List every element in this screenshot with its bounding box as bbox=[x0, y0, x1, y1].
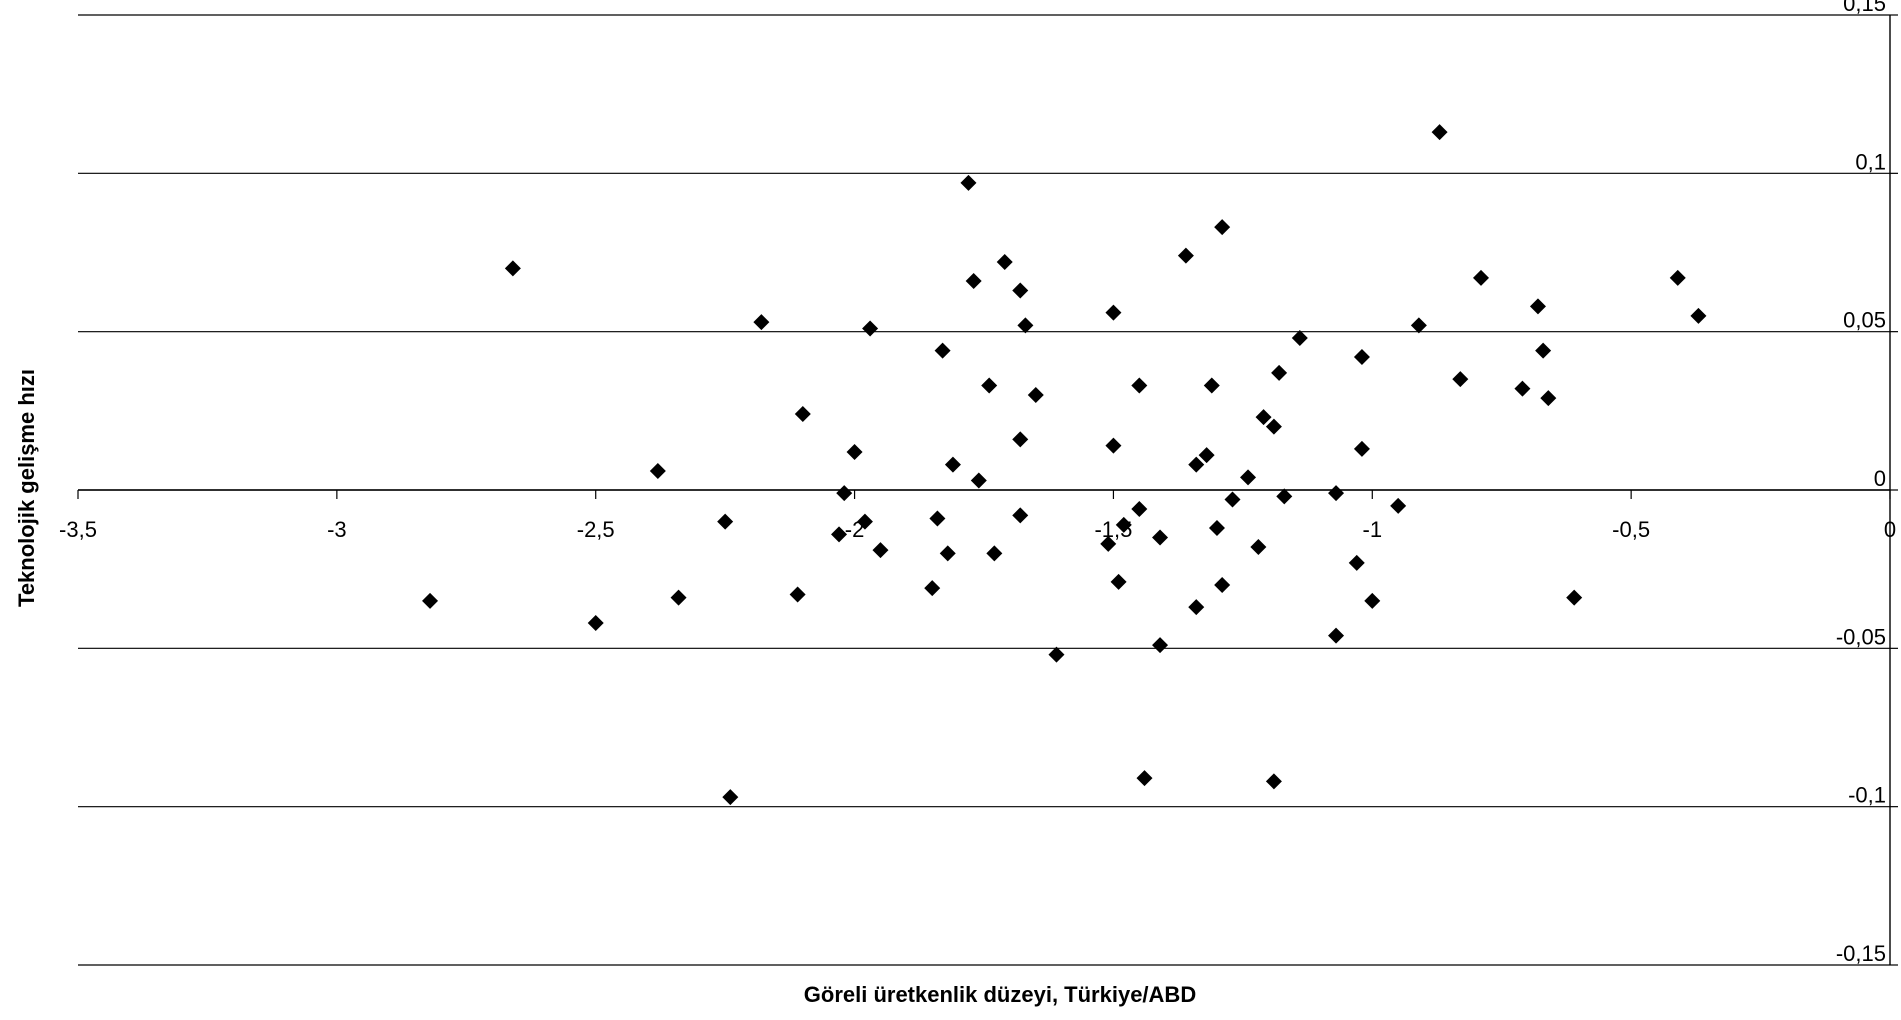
data-point bbox=[981, 377, 998, 394]
data-point bbox=[1188, 599, 1205, 616]
data-point bbox=[862, 320, 879, 337]
data-point bbox=[1348, 554, 1365, 571]
data-point bbox=[1271, 364, 1288, 381]
x-tick-label: -3 bbox=[327, 517, 347, 542]
x-tick-label: -1 bbox=[1363, 517, 1383, 542]
data-point bbox=[1265, 418, 1282, 435]
data-point bbox=[1473, 269, 1490, 286]
data-point bbox=[1529, 298, 1546, 315]
data-point bbox=[649, 463, 666, 479]
data-point bbox=[934, 342, 951, 359]
data-point bbox=[836, 485, 853, 502]
data-point bbox=[670, 589, 687, 606]
data-point bbox=[1250, 539, 1267, 555]
data-point bbox=[422, 592, 439, 609]
data-point bbox=[1328, 485, 1345, 502]
y-tick-label: -0,15 bbox=[1836, 941, 1886, 966]
data-point bbox=[1136, 770, 1153, 787]
data-point bbox=[965, 273, 982, 289]
y-tick-label: 0,15 bbox=[1843, 0, 1886, 16]
y-tick-label: 0,1 bbox=[1855, 149, 1886, 174]
data-point bbox=[1535, 342, 1552, 359]
data-point bbox=[872, 542, 889, 559]
data-point bbox=[1110, 573, 1127, 590]
data-point bbox=[1328, 627, 1345, 644]
data-point bbox=[1410, 317, 1427, 334]
data-point bbox=[1048, 646, 1065, 663]
data-point bbox=[1390, 497, 1407, 514]
data-point bbox=[1208, 520, 1225, 536]
x-tick-label: 0 bbox=[1884, 517, 1896, 542]
y-tick-label: 0 bbox=[1874, 466, 1886, 491]
data-point bbox=[753, 314, 770, 331]
data-point bbox=[929, 510, 946, 527]
data-point bbox=[1452, 371, 1469, 388]
data-point bbox=[1214, 577, 1231, 593]
data-point bbox=[1255, 409, 1272, 426]
data-point bbox=[831, 526, 848, 543]
data-point bbox=[1198, 447, 1215, 464]
data-point bbox=[1131, 377, 1148, 394]
tick-labels: 0,150,10,050-0,05-0,1-0,15-3,5 -3 -2,5 -2 -1… bbox=[59, 0, 1896, 966]
data-point bbox=[1514, 380, 1531, 397]
data-point bbox=[1690, 307, 1707, 324]
data-point bbox=[1214, 219, 1231, 236]
data-point bbox=[846, 444, 863, 460]
data-point bbox=[986, 545, 1003, 562]
data-point bbox=[1240, 469, 1257, 486]
data-point bbox=[1566, 589, 1583, 606]
y-axis-title: Teknolojik gelişme hızı bbox=[14, 369, 39, 607]
data-point bbox=[1353, 440, 1370, 457]
data-point bbox=[1012, 507, 1029, 524]
data-point bbox=[789, 586, 806, 603]
y-tick-label: 0,05 bbox=[1843, 308, 1886, 333]
data-point bbox=[1291, 330, 1308, 346]
data-point bbox=[996, 254, 1013, 270]
data-point bbox=[1224, 491, 1241, 508]
data-point bbox=[1265, 773, 1282, 790]
data-point bbox=[1203, 377, 1220, 394]
data-point bbox=[944, 456, 961, 473]
y-tick-label: -0,1 bbox=[1848, 783, 1886, 808]
data-point bbox=[722, 789, 739, 806]
data-point bbox=[1027, 387, 1044, 403]
data-point bbox=[717, 513, 734, 530]
x-tick-label: -2,5 bbox=[577, 517, 615, 542]
data-point bbox=[960, 174, 977, 191]
data-point bbox=[1364, 592, 1381, 609]
data-point bbox=[1017, 317, 1034, 334]
data-point bbox=[1105, 304, 1122, 321]
data-point bbox=[1177, 247, 1194, 264]
data-point bbox=[1353, 349, 1370, 365]
data-point bbox=[1152, 529, 1169, 546]
data-point bbox=[1276, 488, 1293, 505]
x-tick-label: -3,5 bbox=[59, 517, 97, 542]
data-point bbox=[1012, 282, 1029, 299]
x-tick-label: -0,5 bbox=[1612, 517, 1650, 542]
data-point bbox=[939, 545, 956, 562]
data-point bbox=[794, 406, 811, 422]
data-point bbox=[1152, 637, 1169, 654]
x-axis-title: Göreli üretkenlik düzeyi, Türkiye/ABD bbox=[804, 982, 1196, 1007]
data-point bbox=[1131, 501, 1148, 517]
data-point bbox=[1115, 516, 1132, 533]
data-point bbox=[1188, 456, 1205, 473]
data-point bbox=[1012, 431, 1029, 448]
data-point bbox=[587, 615, 604, 631]
data-point bbox=[504, 260, 521, 277]
data-point bbox=[924, 580, 941, 597]
data-point bbox=[970, 472, 987, 489]
data-point bbox=[1669, 269, 1686, 286]
data-point bbox=[1100, 535, 1117, 552]
data-point bbox=[1105, 437, 1122, 454]
data-point bbox=[1431, 124, 1448, 141]
y-tick-label: -0,05 bbox=[1836, 624, 1886, 649]
data-point bbox=[856, 513, 873, 530]
axes bbox=[77, 14, 1898, 966]
data-point bbox=[1540, 390, 1557, 407]
data-points bbox=[422, 124, 1707, 806]
